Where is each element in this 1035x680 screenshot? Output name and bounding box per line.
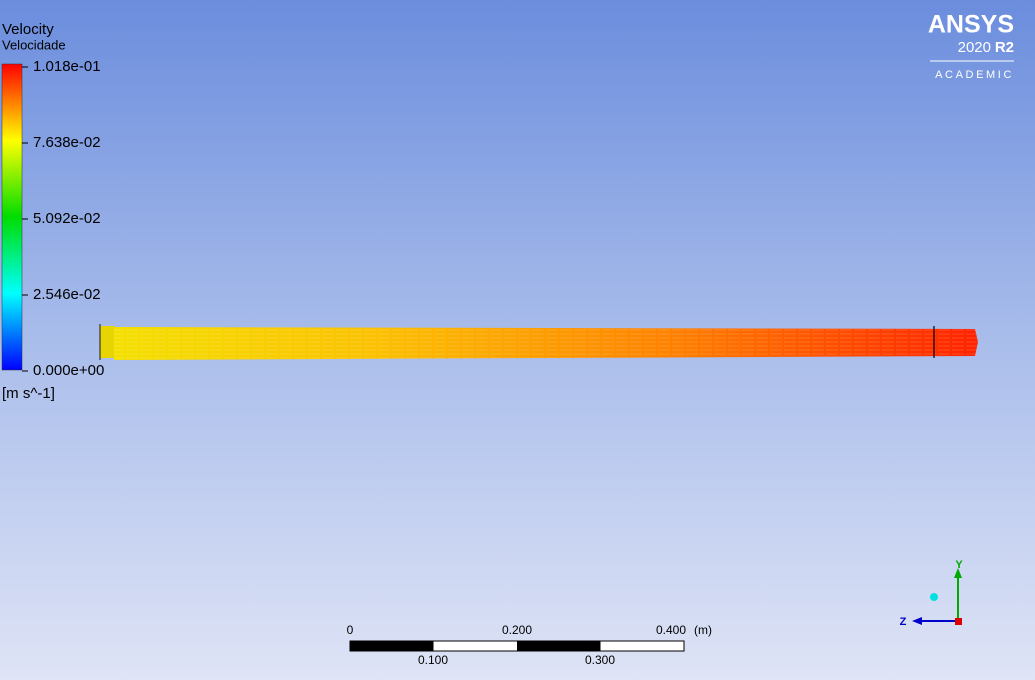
scale-label: 0 xyxy=(347,623,354,637)
legend-subtitle: Velocidade xyxy=(2,37,66,52)
legend-tick-label: 5.092e-02 xyxy=(33,210,101,227)
legend-tick-label: 7.638e-02 xyxy=(33,134,101,151)
legend-tick-label: 0.000e+00 xyxy=(33,362,104,379)
scale-label: 0.200 xyxy=(502,623,532,637)
inlet-vectors xyxy=(100,326,114,358)
y-arrowhead xyxy=(954,568,962,578)
vector-lines xyxy=(114,327,978,360)
z-arrowhead xyxy=(912,617,922,625)
logo-edition: ACADEMIC xyxy=(935,69,1014,81)
legend-tick-label: 1.018e-01 xyxy=(33,58,101,75)
legend-ticks: 1.018e-01 7.638e-02 5.092e-02 2.546e-02 0.00… xyxy=(22,58,104,379)
scale-segment xyxy=(517,641,601,651)
vector-field xyxy=(99,324,978,360)
scale-segment xyxy=(350,641,434,651)
logo-brand: ANSYS xyxy=(928,11,1014,39)
scale-label: 0.100 xyxy=(418,653,448,667)
scale-unit: (m) xyxy=(694,623,712,637)
origin-marker xyxy=(930,593,938,601)
legend-unit: [m s^-1] xyxy=(2,385,55,402)
scale-label: 0.400 xyxy=(656,623,686,637)
scale-bar: 0 0.200 0.400 (m) 0.100 0.300 xyxy=(347,623,712,667)
y-label: Y xyxy=(955,559,963,571)
x-axis-marker xyxy=(955,618,962,625)
legend-tick-label: 2.546e-02 xyxy=(33,286,101,303)
z-label: Z xyxy=(900,616,907,628)
color-bar xyxy=(1,63,23,371)
axis-triad: Y Z xyxy=(900,559,964,628)
scale-label: 0.300 xyxy=(585,653,615,667)
logo-year: 2020 xyxy=(958,39,991,56)
legend-title: Velocity xyxy=(2,21,54,38)
logo-release: R2 xyxy=(995,39,1014,56)
